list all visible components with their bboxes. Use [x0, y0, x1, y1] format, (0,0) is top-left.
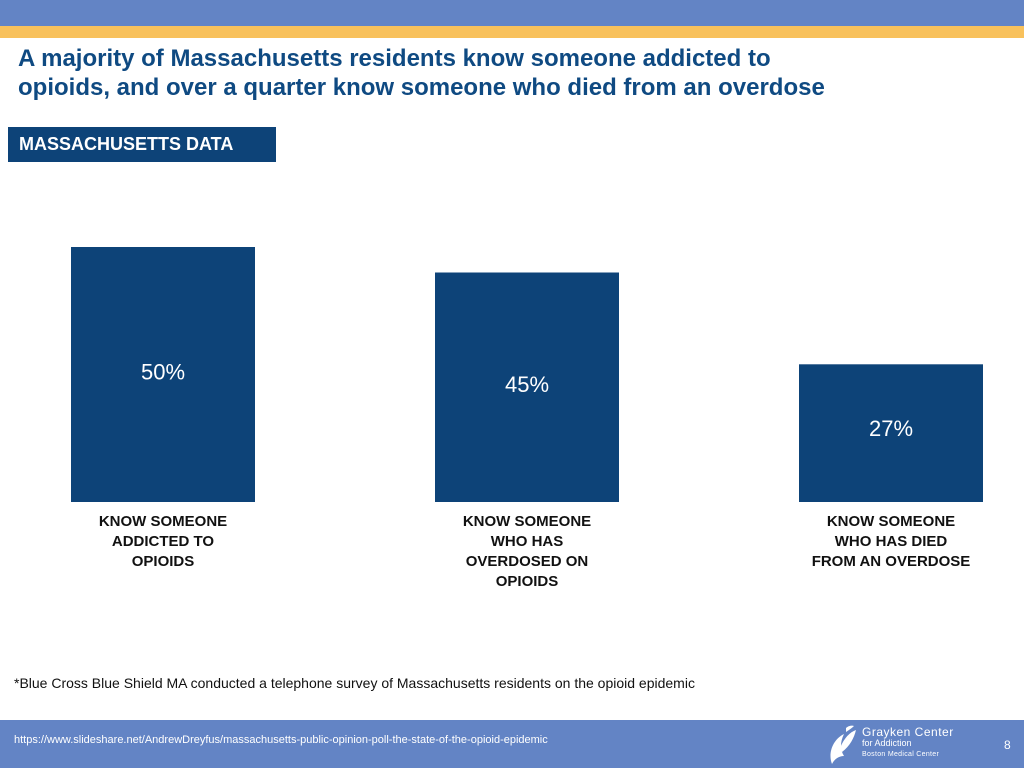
category-label-1: KNOW SOMEONE ADDICTED TO OPIOIDS — [99, 513, 227, 570]
bar-value-label-3: 27% — [869, 416, 913, 441]
category-label-line: WHO HAS — [491, 533, 564, 550]
logo-line-2: for Addiction — [862, 738, 912, 748]
category-label-3: KNOW SOMEONE WHO HAS DIED FROM AN OVERDOSE — [812, 513, 971, 570]
leaf-icon — [830, 725, 856, 764]
grayken-logo: Grayken Center for Addiction Boston Medi… — [826, 724, 966, 766]
section-tag: MASSACHUSETTS DATA — [8, 127, 276, 162]
category-label-line: KNOW SOMEONE — [827, 513, 955, 530]
logo-line-3: Boston Medical Center — [862, 751, 940, 758]
logo-line-1: Grayken Center — [862, 725, 954, 739]
bar-value-label-1: 50% — [141, 360, 185, 385]
footnote: *Blue Cross Blue Shield MA conducted a t… — [14, 675, 695, 691]
bar-3 — [799, 364, 983, 502]
category-label-line: ADDICTED TO — [112, 533, 215, 550]
footer-bar: https://www.slideshare.net/AndrewDreyfus… — [0, 720, 1024, 768]
top-banner — [0, 0, 1024, 26]
title-line-1: A majority of Massachusetts residents kn… — [18, 45, 771, 72]
category-label-line: KNOW SOMEONE — [463, 513, 591, 530]
category-label-line: OVERDOSED ON — [466, 553, 589, 570]
accent-stripe — [0, 26, 1024, 38]
category-label-line: WHO HAS DIED — [835, 533, 948, 550]
logo-text: Grayken Center for Addiction Boston Medi… — [862, 725, 954, 760]
category-label-2: KNOW SOMEONE WHO HAS OVERDOSED ON OPIOIDS — [463, 513, 591, 590]
bar-value-label-2: 45% — [505, 372, 549, 397]
slide-title: A majority of Massachusetts residents kn… — [18, 44, 1008, 102]
category-label-line: OPIOIDS — [132, 553, 195, 570]
bar-1 — [71, 247, 255, 502]
category-label-line: FROM AN OVERDOSE — [812, 553, 971, 570]
page-number: 8 — [1004, 738, 1011, 752]
title-line-2: opioids, and over a quarter know someone… — [18, 74, 825, 101]
bar-chart: 50% KNOW SOMEONE ADDICTED TO OPIOIDS 45% KNOW… — [71, 247, 983, 590]
source-url[interactable]: https://www.slideshare.net/AndrewDreyfus… — [14, 734, 548, 746]
bar-2 — [435, 272, 619, 502]
category-label-line: OPIOIDS — [496, 573, 559, 590]
category-label-line: KNOW SOMEONE — [99, 513, 227, 530]
